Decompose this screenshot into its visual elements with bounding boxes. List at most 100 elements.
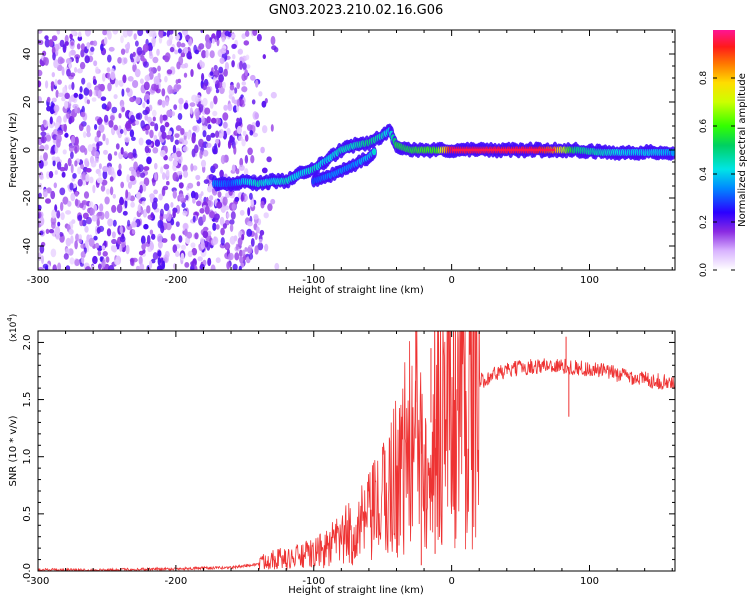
noise-blob <box>238 265 242 270</box>
noise-blob <box>172 210 176 219</box>
noise-blob <box>259 229 265 236</box>
noise-blob <box>198 216 204 226</box>
spectrogram-x-tick-label: 0 <box>448 275 454 286</box>
noise-blob <box>93 60 98 67</box>
noise-blob <box>262 125 268 134</box>
noise-blob <box>224 242 231 251</box>
noise-blob <box>40 135 47 144</box>
spectrogram-x-tick-label: 100 <box>580 275 599 286</box>
noise-blob <box>44 144 49 151</box>
noise-blob <box>135 40 139 47</box>
noise-blob <box>180 42 186 48</box>
spectrogram-x-tick-label: -100 <box>302 275 325 286</box>
noise-blob <box>137 164 144 173</box>
noise-blob <box>88 89 93 97</box>
noise-blob <box>200 30 204 34</box>
noise-blob <box>92 79 97 85</box>
noise-blob <box>104 210 110 220</box>
noise-blob <box>100 96 107 101</box>
noise-blob <box>239 60 243 70</box>
noise-blob <box>174 139 180 145</box>
noise-blob <box>244 154 249 164</box>
noise-blob <box>75 233 80 242</box>
colorbar-label: Normalized spectral amplitude <box>737 73 748 227</box>
noise-blob <box>62 44 67 53</box>
noise-blob <box>48 39 54 48</box>
noise-blob <box>125 189 129 199</box>
noise-blob <box>107 82 112 92</box>
noise-blob <box>137 204 142 213</box>
noise-blob <box>120 35 124 44</box>
noise-blob <box>234 252 240 261</box>
noise-blob <box>103 149 108 155</box>
noise-blob <box>186 231 193 239</box>
snr-x-tick-label: 0 <box>448 576 454 587</box>
noise-blob <box>238 117 243 126</box>
noise-blob <box>156 233 163 243</box>
noise-blob <box>160 166 164 174</box>
noise-blob <box>59 187 66 196</box>
noise-blob <box>81 77 86 85</box>
noise-blob <box>109 186 114 196</box>
noise-blob <box>83 87 90 96</box>
noise-blob <box>187 250 193 258</box>
noise-blob <box>78 31 82 38</box>
noise-blob <box>63 253 69 260</box>
noise-blob <box>150 212 154 219</box>
noise-blob <box>173 84 180 93</box>
noise-blob <box>119 235 126 243</box>
noise-blob <box>162 260 166 270</box>
noise-blob <box>166 134 171 140</box>
noise-blob <box>213 69 220 78</box>
noise-blob <box>98 163 102 170</box>
noise-blob <box>84 159 88 167</box>
noise-blob <box>68 145 75 152</box>
noise-blob <box>216 31 220 41</box>
noise-blob <box>51 97 57 103</box>
noise-blob <box>66 111 71 119</box>
colorbar-tick-label: 0.0 <box>699 263 709 278</box>
noise-blob <box>194 232 199 240</box>
noise-blob <box>222 196 228 206</box>
noise-blob <box>146 205 151 214</box>
noise-blob <box>143 81 150 91</box>
noise-blob <box>140 197 147 202</box>
spectrogram-y-tick-label: 0 <box>22 147 33 153</box>
noise-blob <box>228 252 234 261</box>
noise-blob <box>210 264 216 270</box>
noise-blob <box>70 151 74 159</box>
noise-blob <box>182 210 188 216</box>
noise-blob <box>80 43 85 51</box>
noise-blob <box>122 151 129 158</box>
noise-blob <box>82 131 87 139</box>
noise-blob <box>201 50 207 59</box>
noise-blob <box>97 263 102 270</box>
noise-blob <box>148 71 154 80</box>
noise-blob <box>156 265 163 270</box>
noise-blob <box>202 125 207 132</box>
noise-blob <box>71 219 76 225</box>
noise-blob <box>220 154 226 165</box>
noise-blob <box>148 67 154 73</box>
noise-blob <box>195 94 202 102</box>
noise-blob <box>192 125 198 132</box>
noise-blob <box>192 215 196 223</box>
noise-blob <box>119 244 123 252</box>
noise-blob <box>42 119 47 126</box>
noise-blob <box>107 153 113 162</box>
noise-blob <box>150 30 157 38</box>
noise-blob <box>247 244 253 254</box>
noise-blob <box>172 144 177 154</box>
noise-blob <box>149 50 153 56</box>
noise-blob <box>248 253 254 260</box>
noise-blob <box>139 263 145 270</box>
snr-y-multiplier: (x104) <box>6 314 19 342</box>
noise-blob <box>130 114 135 123</box>
noise-blob <box>94 135 100 143</box>
noise-blob <box>238 164 245 171</box>
noise-blob <box>89 201 94 208</box>
noise-blob <box>55 89 59 98</box>
noise-blob <box>184 62 189 69</box>
colorbar-tick-label: 0.2 <box>699 215 709 229</box>
spectrogram-y-axis-label: Frequency (Hz) <box>8 112 19 188</box>
